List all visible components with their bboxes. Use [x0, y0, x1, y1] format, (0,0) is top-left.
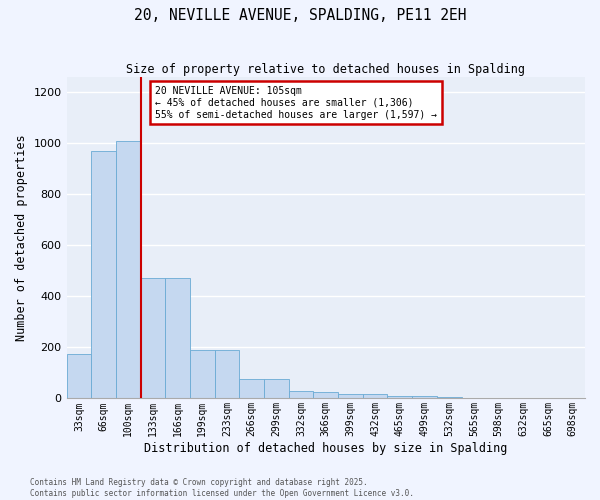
Text: 20 NEVILLE AVENUE: 105sqm
← 45% of detached houses are smaller (1,306)
55% of se: 20 NEVILLE AVENUE: 105sqm ← 45% of detac… — [155, 86, 437, 120]
Bar — [338, 394, 363, 398]
Bar — [239, 380, 264, 398]
Bar — [116, 140, 140, 398]
Bar — [363, 394, 388, 398]
Title: Size of property relative to detached houses in Spalding: Size of property relative to detached ho… — [126, 62, 525, 76]
Bar — [264, 380, 289, 398]
Y-axis label: Number of detached properties: Number of detached properties — [15, 134, 28, 341]
Bar — [412, 396, 437, 398]
Bar — [165, 278, 190, 398]
Bar — [140, 278, 165, 398]
Text: Contains HM Land Registry data © Crown copyright and database right 2025.
Contai: Contains HM Land Registry data © Crown c… — [30, 478, 414, 498]
Text: 20, NEVILLE AVENUE, SPALDING, PE11 2EH: 20, NEVILLE AVENUE, SPALDING, PE11 2EH — [134, 8, 466, 22]
Bar — [437, 397, 461, 398]
Bar — [388, 396, 412, 398]
Bar — [67, 354, 91, 399]
Bar — [289, 392, 313, 398]
X-axis label: Distribution of detached houses by size in Spalding: Distribution of detached houses by size … — [144, 442, 508, 455]
Bar — [215, 350, 239, 399]
Bar — [190, 350, 215, 399]
Bar — [313, 392, 338, 398]
Bar — [91, 150, 116, 398]
